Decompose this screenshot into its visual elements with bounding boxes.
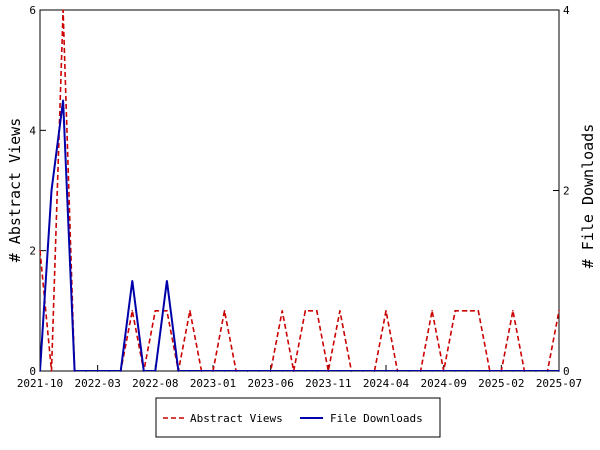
y-right-tick-label: 4 xyxy=(563,4,570,17)
series-line-file-downloads xyxy=(40,100,559,371)
series-point xyxy=(223,370,226,372)
legend: Abstract Views File Downloads xyxy=(155,397,441,438)
series-point xyxy=(50,370,53,372)
series-point xyxy=(258,370,260,372)
x-tick-label: 2021-10 xyxy=(17,377,63,390)
series-point xyxy=(154,310,157,312)
legend-label-abstract-views: Abstract Views xyxy=(190,412,283,425)
series-point xyxy=(442,370,445,372)
series-point xyxy=(304,370,307,372)
series-point xyxy=(454,370,457,372)
x-tick-label: 2023-06 xyxy=(247,377,293,390)
series-point xyxy=(62,9,64,11)
series-point xyxy=(523,370,526,372)
x-tick-label: 2023-11 xyxy=(305,377,351,390)
series-point xyxy=(512,370,514,372)
series-point xyxy=(477,310,480,312)
series-point xyxy=(246,370,249,372)
series-point xyxy=(339,370,341,372)
series-point xyxy=(454,310,457,312)
x-tick-label: 2025-02 xyxy=(478,377,524,390)
series-point xyxy=(189,370,191,372)
series-point xyxy=(316,310,318,312)
series-point xyxy=(385,310,387,312)
series-point xyxy=(373,370,376,372)
series-point xyxy=(546,370,549,372)
series-point xyxy=(292,370,295,372)
series-point xyxy=(558,310,560,312)
x-tick-label: 2025-07 xyxy=(536,377,582,390)
series-point xyxy=(419,370,422,372)
series-point xyxy=(166,279,168,282)
series-point xyxy=(500,370,503,372)
series-point xyxy=(281,370,284,372)
series-point xyxy=(166,310,168,312)
y-left-tick-label: 0 xyxy=(29,365,36,378)
y-right-tick-label: 0 xyxy=(563,365,570,378)
series-point xyxy=(200,370,203,372)
series-point xyxy=(39,249,41,252)
chart-labels: 0 2 4 6 0 2 4 2021-10 2022-03 2022-08 2023-01 2023-… xyxy=(17,4,582,390)
series-point xyxy=(396,370,399,372)
series-point xyxy=(558,370,560,372)
series-point xyxy=(154,370,157,372)
series-point xyxy=(50,189,53,192)
series-point xyxy=(177,370,180,372)
series-point xyxy=(535,370,537,372)
x-tick-label: 2024-09 xyxy=(420,377,466,390)
y-left-tick-label: 6 xyxy=(29,4,36,17)
series-point xyxy=(96,370,99,372)
y-right-tick-label: 2 xyxy=(563,185,570,198)
y-left-tick-label: 2 xyxy=(29,245,36,258)
series-point xyxy=(108,370,110,372)
series-point xyxy=(73,370,76,372)
legend-label-file-downloads: File Downloads xyxy=(330,412,423,425)
chart-series xyxy=(39,9,560,372)
series-line-abstract-views xyxy=(40,10,559,371)
series-point xyxy=(119,370,122,372)
series-point xyxy=(489,370,491,372)
y-axis-title-left: # Abstract Views xyxy=(6,118,24,263)
series-point xyxy=(235,370,237,372)
series-point xyxy=(212,370,214,372)
series-point xyxy=(465,370,468,372)
series-point xyxy=(477,370,480,372)
series-point xyxy=(62,99,64,102)
x-tick-label: 2023-01 xyxy=(190,377,236,390)
series-point xyxy=(385,370,387,372)
x-tick-label: 2022-03 xyxy=(74,377,120,390)
series-point xyxy=(189,310,191,312)
series-point xyxy=(304,310,307,312)
series-point xyxy=(39,370,41,372)
plot-area-frame xyxy=(39,9,560,372)
series-point xyxy=(350,370,353,372)
chart-axes xyxy=(39,9,560,372)
x-tick-label: 2022-08 xyxy=(132,377,178,390)
series-point xyxy=(131,310,134,312)
legend-box xyxy=(155,397,441,438)
series-point xyxy=(431,310,433,312)
y-axis-title-right: # File Downloads xyxy=(579,124,597,269)
x-tick-label: 2024-04 xyxy=(363,377,410,390)
series-point xyxy=(131,279,134,282)
series-point xyxy=(85,370,87,372)
series-point xyxy=(362,370,364,372)
series-point xyxy=(223,310,226,312)
series-point xyxy=(339,310,341,312)
y-left-tick-label: 4 xyxy=(29,124,36,137)
series-point xyxy=(327,370,330,372)
series-point xyxy=(431,370,433,372)
series-point xyxy=(143,370,145,372)
series-point xyxy=(408,370,410,372)
series-point xyxy=(512,310,514,312)
series-point xyxy=(269,370,272,372)
series-point xyxy=(281,310,284,312)
series-point xyxy=(465,310,468,312)
series-point xyxy=(316,370,318,372)
